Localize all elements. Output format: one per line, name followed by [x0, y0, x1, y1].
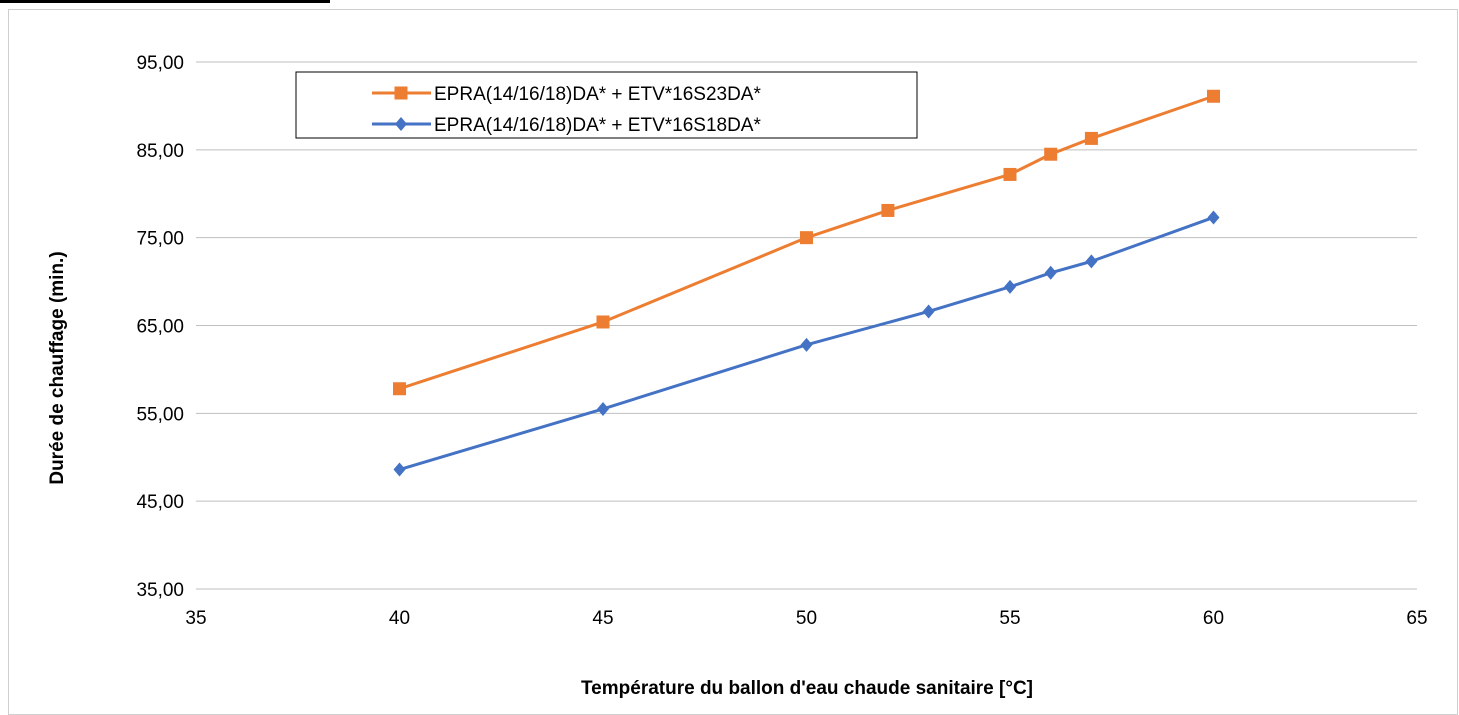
data-point-series-0	[800, 231, 813, 245]
gridlines	[196, 61, 1417, 590]
y-tick-label: 85,00	[136, 141, 184, 162]
legend-marker-0	[394, 86, 408, 100]
data-point-series-1	[393, 462, 406, 477]
series-line-0	[399, 94, 1214, 391]
x-tick-label: 50	[796, 608, 817, 629]
data-point-series-0	[393, 382, 406, 396]
y-tick-labels: 35,00 45,00 55,00 65,00 75,00 85,00 95,00	[136, 53, 184, 601]
x-tick-label: 55	[999, 608, 1020, 629]
data-point-series-0	[1003, 167, 1017, 181]
data-point-series-1	[1085, 254, 1098, 269]
legend: EPRA(14/16/18)DA* + ETV*16S23DA* EPRA(14…	[295, 71, 918, 139]
x-tick-label: 45	[592, 608, 613, 629]
data-point-series-1	[1207, 210, 1220, 225]
data-point-series-0	[1044, 147, 1058, 161]
x-tick-labels: 35 40 45 50 55 60 65	[185, 608, 1427, 629]
y-tick-label: 35,00	[136, 580, 184, 601]
y-tick-label: 75,00	[136, 229, 184, 250]
x-tick-label: 35	[185, 608, 206, 629]
x-tick-label: 60	[1203, 608, 1224, 629]
series-line-1	[399, 216, 1215, 471]
data-point-series-0	[596, 315, 610, 329]
x-axis-title: Température du ballon d'eau chaude sanit…	[581, 678, 1033, 699]
legend-label-0: EPRA(14/16/18)DA* + ETV*16S23DA*	[434, 84, 761, 105]
legend-label-1: EPRA(14/16/18)DA* + ETV*16S18DA*	[434, 115, 761, 136]
data-point-series-1	[597, 401, 609, 416]
header-rule	[0, 0, 330, 3]
data-point-series-0	[1207, 89, 1220, 103]
plot-series	[393, 89, 1220, 477]
y-axis-title: Durée de chauffage (min.)	[47, 251, 68, 484]
data-point-series-0	[1084, 131, 1098, 145]
y-tick-label: 65,00	[136, 317, 184, 338]
data-point-series-1	[922, 304, 935, 319]
legend-marker-1	[395, 117, 407, 131]
y-tick-label: 55,00	[136, 404, 184, 425]
data-point-series-1	[1004, 279, 1016, 294]
data-point-series-1	[800, 337, 813, 352]
y-tick-label: 45,00	[136, 492, 184, 513]
data-point-series-1	[1044, 265, 1057, 280]
x-tick-label: 40	[389, 608, 410, 629]
x-tick-label: 65	[1406, 608, 1427, 629]
y-tick-label: 95,00	[136, 53, 184, 74]
data-point-series-0	[881, 203, 895, 217]
